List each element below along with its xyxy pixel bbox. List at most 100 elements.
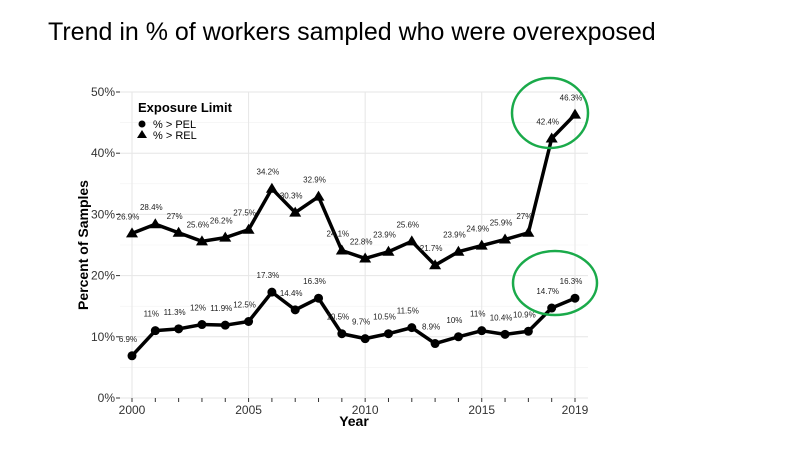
data-point-pel [383, 329, 393, 339]
data-point-pel [290, 305, 300, 315]
legend-label-pel: % > PEL [153, 119, 196, 131]
data-label: 10.4% [490, 313, 513, 322]
legend-title: Exposure Limit [138, 100, 233, 115]
legend-circle-icon [138, 120, 146, 128]
data-label: 30.3% [280, 192, 303, 201]
data-label: 27.5% [233, 209, 256, 218]
data-point-pel [150, 326, 160, 336]
data-label: 34.2% [257, 168, 280, 177]
data-label: 25.6% [187, 220, 210, 229]
data-point-rel [475, 239, 488, 250]
data-point-pel [547, 303, 557, 313]
x-tick-label: 2015 [468, 403, 495, 417]
data-point-pel [127, 351, 137, 361]
data-point-rel [242, 223, 255, 234]
data-label: 25.6% [396, 220, 419, 229]
data-label: 24.9% [466, 225, 489, 234]
data-point-rel [335, 244, 348, 255]
data-point-rel [219, 231, 232, 242]
x-tick-label: 2005 [235, 403, 262, 417]
data-point-pel [477, 326, 487, 336]
data-point-rel [359, 252, 372, 263]
data-label: 27% [516, 212, 532, 221]
x-axis-label: Year [339, 413, 369, 429]
data-point-rel [499, 233, 512, 244]
data-label: 22.8% [350, 237, 373, 246]
data-point-rel [172, 226, 185, 237]
data-point-rel [429, 259, 442, 270]
data-label: 11% [144, 310, 159, 319]
data-label: 12% [190, 304, 206, 313]
data-label: 16.3% [303, 277, 326, 286]
y-tick-label: 50% [91, 85, 115, 99]
data-label: 16.3% [560, 277, 583, 286]
data-label: 11% [470, 310, 485, 319]
y-tick-label: 30% [91, 207, 115, 221]
data-label: 23.9% [373, 231, 396, 240]
data-point-rel [382, 245, 395, 256]
y-tick-label: 10% [91, 330, 115, 344]
slide-title: Trend in % of workers sampled who were o… [48, 18, 656, 46]
data-point-rel [405, 235, 418, 246]
data-label: 28.4% [140, 203, 163, 212]
data-label: 10.5% [326, 313, 349, 322]
data-point-pel [570, 293, 580, 303]
data-label: 10.9% [513, 310, 536, 319]
data-label: 25.9% [490, 218, 513, 227]
data-label: 10.5% [373, 313, 396, 322]
legend-triangle-icon [137, 130, 147, 138]
highlight-ellipse-rel [510, 76, 590, 150]
y-tick-label: 0% [98, 391, 116, 405]
data-point-rel [545, 132, 558, 143]
data-label: 26.9% [117, 212, 140, 221]
data-point-pel [174, 324, 184, 334]
y-tick-label: 20% [91, 269, 115, 283]
data-label: 6.9% [119, 335, 137, 344]
data-point-rel [289, 206, 302, 217]
data-label: 9.7% [352, 318, 370, 327]
data-point-pel [360, 334, 370, 344]
data-label: 42.4% [536, 118, 559, 127]
data-label: 11.9% [210, 304, 232, 313]
data-label: 26.2% [210, 217, 233, 226]
data-label: 14.4% [280, 289, 303, 298]
data-point-pel [523, 326, 533, 336]
data-point-rel [195, 235, 208, 246]
highlight-ellipse-pel [511, 249, 599, 317]
data-point-rel [149, 218, 162, 229]
data-point-rel [265, 182, 278, 193]
data-point-rel [312, 190, 325, 201]
data-point-pel [267, 287, 277, 297]
data-point-pel [220, 320, 230, 330]
x-tick-label: 2019 [562, 403, 589, 417]
data-point-pel [500, 329, 510, 339]
y-tick-label: 40% [91, 146, 115, 160]
data-label: 8.9% [422, 323, 440, 332]
data-point-rel [569, 108, 581, 119]
data-label: 17.3% [257, 271, 280, 280]
y-axis-label: Percent of Samples [75, 180, 91, 310]
data-label: 46.3% [560, 94, 583, 103]
data-label: 14.7% [536, 287, 559, 296]
data-label: 23.9% [443, 231, 466, 240]
data-label: 12.5% [233, 301, 256, 310]
data-label: 32.9% [303, 176, 326, 185]
x-tick-label: 2010 [352, 403, 379, 417]
data-point-pel [337, 329, 347, 339]
data-point-pel [407, 323, 417, 333]
data-point-rel [522, 226, 535, 237]
data-point-pel [453, 332, 463, 342]
data-point-pel [430, 339, 440, 349]
data-label: 24.1% [326, 230, 349, 239]
legend-label-rel: % > REL [153, 130, 197, 142]
x-tick-label: 2000 [119, 403, 146, 417]
data-point-rel [126, 227, 138, 238]
data-label: 21.7% [420, 244, 443, 253]
data-point-pel [197, 320, 207, 330]
data-label: 10% [446, 316, 462, 325]
data-label: 27% [167, 212, 183, 221]
data-point-pel [314, 293, 324, 303]
data-point-pel [244, 317, 254, 326]
data-label: 11.3% [164, 308, 186, 317]
